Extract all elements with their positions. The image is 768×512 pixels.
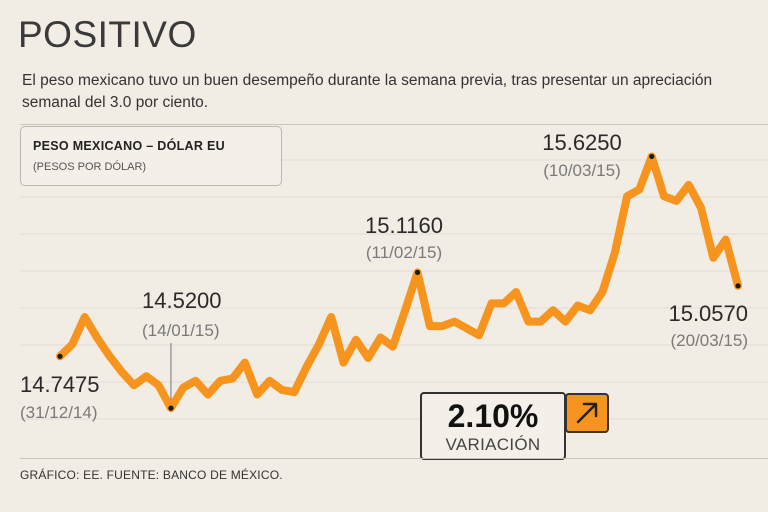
series-legend-box: PESO MEXICANO – DÓLAR EU (PESOS POR DÓLA… [20, 126, 282, 186]
chart-title: POSITIVO [18, 14, 197, 55]
annotation-value: 15.1160 [365, 213, 443, 238]
annotation-point [735, 283, 741, 289]
annotation-point [414, 269, 421, 275]
annotation-value: 15.0570 [668, 301, 748, 326]
legend-unit: (PESOS POR DÓLAR) [33, 161, 147, 173]
annotation-date: (11/02/15) [366, 243, 442, 262]
legend-title: PESO MEXICANO – DÓLAR EU [33, 139, 225, 153]
annotation-point [649, 153, 655, 160]
annotation-date: (10/03/15) [543, 161, 621, 180]
annotation-point [57, 353, 63, 359]
chart-subtitle: El peso mexicano tuvo un buen desempeño … [22, 72, 713, 111]
annotation-point [168, 405, 174, 411]
source-note: GRÁFICO: EE. FUENTE: BANCO DE MÉXICO. [20, 468, 283, 482]
annotation-date: (31/12/14) [20, 403, 98, 422]
variation-box: 2.10% VARIACIÓN [420, 392, 566, 460]
top-divider [20, 124, 768, 125]
annotation-date: (20/03/15) [671, 331, 749, 350]
arrow-up-right-icon [565, 393, 609, 433]
annotation-value: 14.7475 [20, 372, 100, 397]
annotation-value: 15.6250 [542, 130, 622, 155]
bottom-divider [20, 458, 768, 459]
variation-value: 2.10% [447, 398, 539, 434]
annotation-value: 14.5200 [142, 288, 222, 313]
annotation-date: (14/01/15) [142, 321, 220, 340]
series-line-peso-dolar [56, 152, 742, 413]
variation-label: VARIACIÓN [445, 435, 541, 454]
